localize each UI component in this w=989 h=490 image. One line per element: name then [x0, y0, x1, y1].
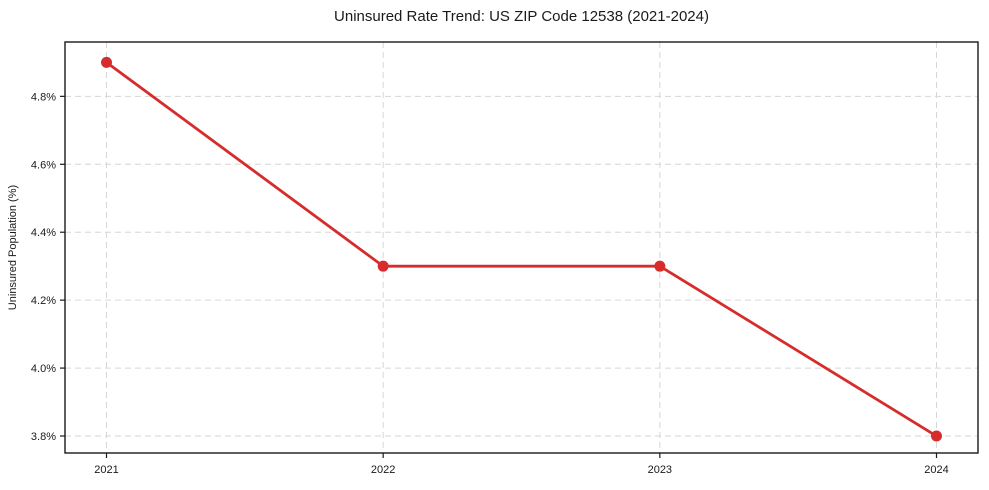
trend-line — [105, 60, 938, 438]
data-point-2024 — [931, 430, 942, 442]
data-point-2022 — [377, 260, 389, 272]
y-tick-label: 4.4% — [31, 227, 56, 239]
data-point-2023 — [654, 260, 666, 272]
y-tick-label: 3.8% — [31, 431, 56, 443]
x-tick-label: 2023 — [648, 464, 672, 476]
y-tick-label: 4.0% — [31, 363, 56, 375]
x-tick-label: 2024 — [924, 464, 948, 476]
x-tick-label: 2022 — [371, 464, 395, 476]
y-tick-label: 4.2% — [31, 295, 56, 307]
data-point-2021 — [101, 56, 112, 68]
y-tick-label: 4.8% — [31, 91, 56, 103]
plot-border — [64, 41, 979, 454]
x-tick-label: 2021 — [94, 464, 118, 476]
y-tick-label: 4.6% — [31, 159, 56, 171]
chart-title: Uninsured Rate Trend: US ZIP Code 12538 … — [334, 8, 709, 25]
